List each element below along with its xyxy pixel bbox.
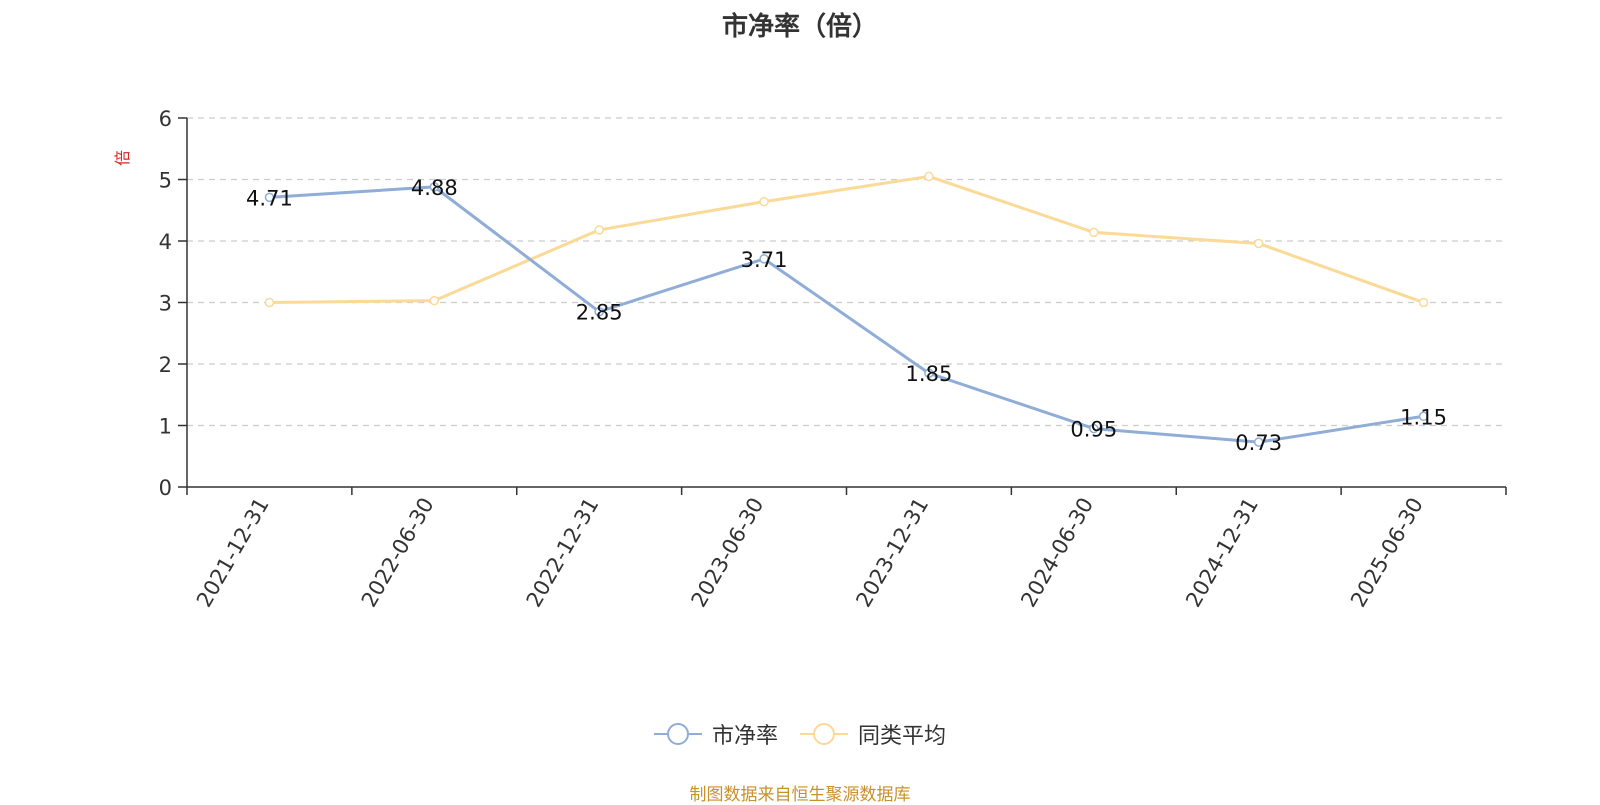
data-label: 1.85 bbox=[906, 362, 953, 386]
legend-marker-icon bbox=[800, 722, 848, 746]
data-point bbox=[429, 295, 440, 306]
data-point bbox=[594, 225, 604, 235]
x-tick-label: 2024-12-31 bbox=[1181, 494, 1263, 612]
data-point bbox=[1089, 423, 1099, 434]
legend-item-series-1[interactable]: 市净率 bbox=[653, 718, 778, 750]
grid-layer bbox=[187, 117, 1506, 427]
data-point bbox=[1418, 297, 1429, 308]
data-label: 0.95 bbox=[1070, 418, 1117, 442]
data-point bbox=[594, 306, 604, 317]
legend: 市净率 同类平均 bbox=[0, 718, 1600, 750]
series-line-2 bbox=[269, 174, 1425, 304]
legend-label: 市净率 bbox=[711, 724, 778, 749]
series-layer bbox=[264, 171, 1429, 447]
x-tick-label: 2025-06-30 bbox=[1346, 494, 1428, 612]
x-tick-label: 2023-06-30 bbox=[687, 494, 769, 612]
y-tick-label: 2 bbox=[159, 353, 172, 377]
data-label: 4.88 bbox=[411, 176, 458, 200]
data-label: 4.71 bbox=[246, 186, 293, 210]
data-label: 1.15 bbox=[1400, 405, 1447, 429]
data-point bbox=[1089, 227, 1099, 238]
data-point bbox=[924, 368, 934, 378]
legend-marker-icon bbox=[653, 722, 702, 746]
data-point bbox=[429, 182, 440, 192]
data-point bbox=[1253, 437, 1264, 447]
data-point bbox=[924, 171, 934, 182]
source-note: 制图数据来自恒生聚源数据库 bbox=[689, 785, 911, 805]
data-label: 0.73 bbox=[1235, 431, 1282, 455]
y-tick-label: 4 bbox=[159, 230, 172, 254]
data-point bbox=[1253, 238, 1264, 249]
chart-title: 市净率（倍） bbox=[721, 12, 878, 42]
y-axis-unit: 倍 bbox=[113, 150, 132, 166]
x-tick-label: 2022-06-30 bbox=[357, 494, 439, 612]
y-tick-label: 5 bbox=[159, 169, 172, 193]
legend-label: 同类平均 bbox=[858, 724, 947, 749]
series-line-1 bbox=[269, 185, 1424, 444]
x-tick-label: 2024-06-30 bbox=[1016, 494, 1098, 612]
y-tick-label: 3 bbox=[159, 292, 172, 316]
data-point bbox=[759, 196, 769, 207]
data-point bbox=[264, 297, 275, 308]
y-tick-label: 6 bbox=[159, 107, 172, 131]
y-tick-label: 0 bbox=[159, 476, 172, 500]
data-point bbox=[1418, 411, 1429, 422]
data-label: 2.85 bbox=[576, 301, 623, 325]
x-tick-label: 2022-12-31 bbox=[522, 494, 604, 612]
axis-layer: 0 1 2 3 4 5 6 倍 2021-12-31 2022-06-30 2022-12-31 20… bbox=[113, 107, 1507, 612]
legend-item-series-2[interactable]: 同类平均 bbox=[800, 718, 946, 750]
data-point bbox=[264, 192, 275, 203]
data-label: 3.71 bbox=[741, 248, 788, 272]
x-tick-label: 2023-12-31 bbox=[851, 494, 933, 612]
data-point bbox=[759, 254, 769, 264]
label-layer: 4.71 4.88 2.85 3.71 1.85 0.95 0.73 1.15 bbox=[246, 176, 1447, 455]
x-tick-label: 2021-12-31 bbox=[192, 494, 274, 612]
y-tick-label: 1 bbox=[159, 415, 172, 439]
